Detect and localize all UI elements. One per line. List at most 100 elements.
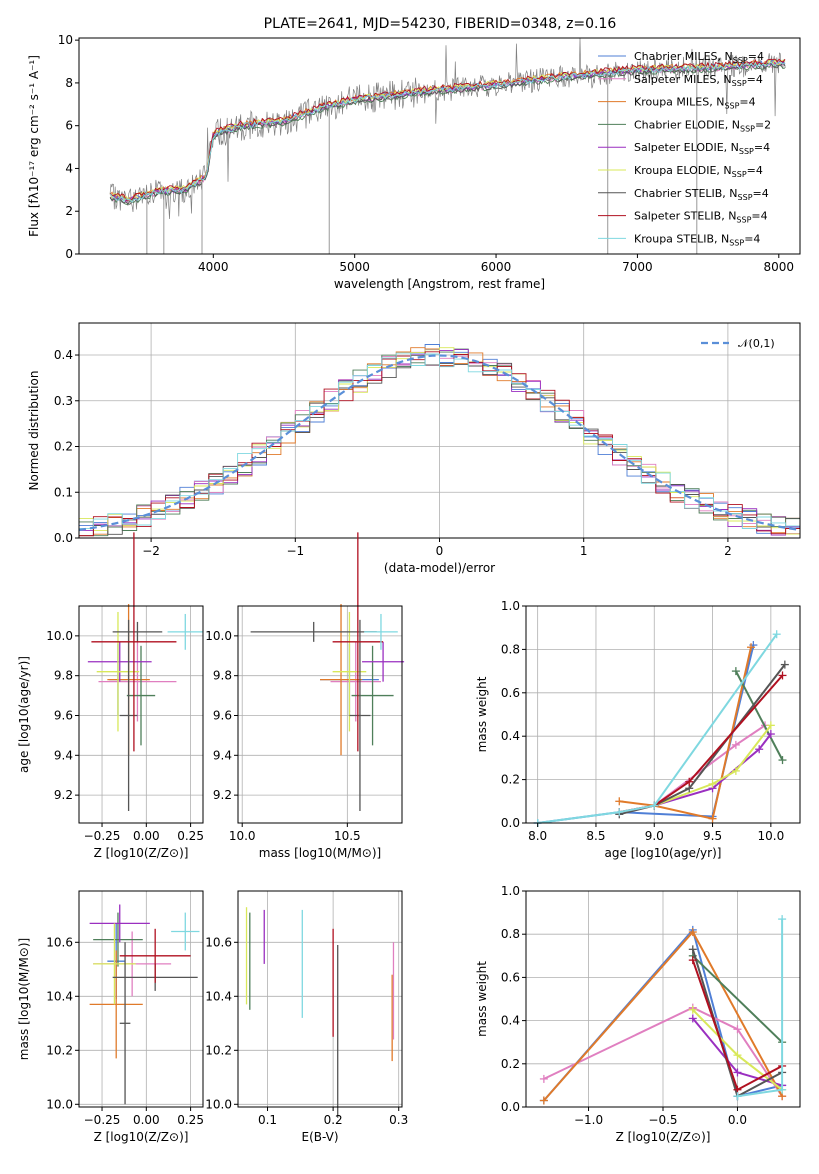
error-bar-point <box>320 604 363 756</box>
x-tick-label: −2 <box>142 544 160 558</box>
x-tick-label: 8.5 <box>586 829 605 843</box>
error-bar-point <box>89 904 150 943</box>
y-tick-label: 10.6 <box>205 935 232 949</box>
plot-area <box>533 630 789 827</box>
error-bar-point <box>364 613 398 650</box>
x-tick-label: 2 <box>724 544 732 558</box>
x-tick-label: 0.0 <box>728 1113 747 1127</box>
error-bar-point <box>351 645 394 746</box>
x-tick-label: 0 <box>436 544 444 558</box>
y-tick-label: 0.0 <box>501 816 520 830</box>
y-tick-label: 10.4 <box>46 989 73 1003</box>
y-tick-label: 10.2 <box>46 1043 73 1057</box>
y-tick-label: 0.0 <box>54 531 73 545</box>
error-bar-point <box>250 621 377 642</box>
x-tick-label: 7000 <box>622 260 653 274</box>
legend-entry: Salpeter STELIB, NSSP=4 <box>634 210 768 225</box>
model-spectrum-line <box>109 61 786 203</box>
error-bar-point <box>332 611 367 732</box>
figure-title: PLATE=2641, MJD=54230, FIBERID=0348, z=0… <box>264 16 617 32</box>
x-tick-label: 0.2 <box>324 1113 343 1127</box>
y-tick-label: 9.6 <box>54 708 73 722</box>
error-bar-point <box>126 645 156 746</box>
error-bar-point <box>349 619 371 812</box>
y-tick-label: 9.8 <box>54 669 73 683</box>
y-tick-label: 0.0 <box>501 1100 520 1114</box>
y-tick-label: 9.2 <box>54 788 73 802</box>
axes-frame <box>237 890 403 1108</box>
y-tick-label: 1.0 <box>501 884 520 898</box>
plot-area <box>87 532 203 812</box>
legend-entry: Salpeter ELODIE, NSSP=4 <box>634 141 770 156</box>
plot-area <box>250 532 405 812</box>
y-axis-label: mass weight <box>475 676 489 752</box>
y-tick-label: 10.4 <box>205 989 232 1003</box>
x-tick-label: 0.25 <box>177 829 204 843</box>
y-tick-label: 10 <box>58 33 73 47</box>
x-tick-label: 10.0 <box>229 829 256 843</box>
axes-frame <box>525 605 801 824</box>
x-axis-label: (data-model)/error <box>384 561 495 575</box>
error-bar-point <box>330 641 381 722</box>
y-tick-label: 9.4 <box>213 748 232 762</box>
y-tick-label: 0.6 <box>501 970 520 984</box>
x-tick-label: 1 <box>580 544 588 558</box>
axes-frame <box>78 322 801 539</box>
y-tick-label: 0.2 <box>501 1057 520 1071</box>
y-tick-label: 4 <box>65 161 73 175</box>
panel-residuals: −2 −1 0 1 2 0.0 0.1 0.2 0.3 0.4 (data-model)/error… <box>27 322 801 575</box>
legend-entry: Kroupa MILES, NSSP=4 <box>634 96 756 111</box>
plot-area <box>539 915 787 1105</box>
error-bar-point <box>91 532 177 752</box>
axes-frame <box>237 605 403 824</box>
weight-series-line <box>543 1006 783 1097</box>
error-bar-point <box>89 950 143 1059</box>
x-tick-label: 0.3 <box>389 1113 408 1127</box>
y-tick-label: 10.2 <box>205 1043 232 1057</box>
plot-area <box>89 904 200 1105</box>
legend-entry: 𝒩(0,1) <box>738 337 775 350</box>
y-tick-label: 9.8 <box>213 669 232 683</box>
panel-age_vs_Z: −0.25 0.00 0.25 9.2 9.4 9.6 9.8 10.0 Z [log10(Z/… <box>17 532 204 860</box>
y-axis-label: mass weight <box>475 961 489 1037</box>
x-tick-label: −0.25 <box>84 1113 121 1127</box>
x-tick-label: −0.5 <box>648 1113 677 1127</box>
y-tick-label: 10.0 <box>46 629 73 643</box>
plot-area <box>109 37 786 254</box>
x-tick-label: −0.25 <box>84 829 121 843</box>
y-axis-label: Flux [fλ10⁻¹⁷ erg cm⁻² s⁻¹ A⁻¹] <box>27 55 41 237</box>
y-axis-label: age [log10(age/yr)] <box>17 656 31 773</box>
normal-reference-curve <box>78 354 801 532</box>
y-axis-label: Normed distribution <box>27 371 41 491</box>
x-tick-label: 0.1 <box>258 1113 277 1127</box>
y-tick-label: 6 <box>65 119 73 133</box>
residual-legend: 𝒩(0,1) <box>701 337 775 350</box>
error-bar-point <box>362 641 405 682</box>
error-bar-point <box>98 641 177 722</box>
weight-series-line <box>692 955 783 1043</box>
y-tick-label: 0.4 <box>54 348 73 362</box>
error-bar-point <box>119 619 138 812</box>
x-axis-label: E(B-V) <box>301 1130 338 1144</box>
x-tick-label: 9.5 <box>703 829 722 843</box>
weight-series-line <box>537 644 755 824</box>
x-tick-label: 4000 <box>198 260 229 274</box>
axes-frame <box>525 890 801 1108</box>
y-tick-label: 0.8 <box>501 642 520 656</box>
error-bar-point <box>112 621 163 642</box>
error-bar-point <box>332 532 384 752</box>
y-tick-label: 10.6 <box>46 935 73 949</box>
x-tick-label: 9.0 <box>645 829 664 843</box>
x-tick-label: 0.00 <box>133 1113 160 1127</box>
legend-entry: Salpeter MILES, NSSP=4 <box>634 73 763 88</box>
x-axis-label: mass [log10(M/M⊙)] <box>259 846 381 860</box>
axes-frame <box>78 605 204 824</box>
y-tick-label: 0.1 <box>54 485 73 499</box>
x-axis-label: Z [log10(Z/Z⊙)] <box>94 846 189 860</box>
panel-mass_vs_ebv: 0.1 0.2 0.3 10.0 10.2 10.4 10.6 E(B-V) <box>205 890 408 1144</box>
axes-frame <box>78 37 801 255</box>
error-bar-point <box>171 912 200 951</box>
model-spectrum-line <box>109 58 786 201</box>
weight-series-line <box>537 633 778 824</box>
x-axis-label: age [log10(age/yr)] <box>605 846 722 860</box>
